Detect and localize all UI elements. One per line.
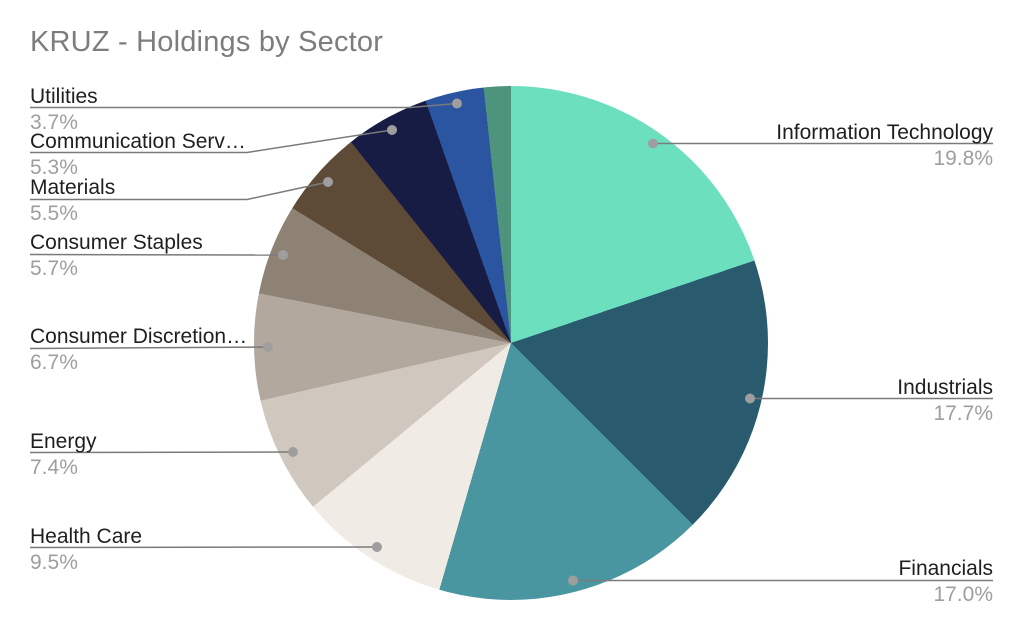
callout-label: Industrials [897, 376, 993, 399]
callout-label: Information Technology [776, 121, 993, 144]
callout-label: Financials [898, 557, 993, 580]
callout-label: Consumer Discretion… [30, 325, 248, 348]
callout-percent: 5.3% [30, 156, 78, 179]
callout-energy: Energy 7.4% [30, 430, 97, 479]
callout-label: Health Care [30, 525, 143, 548]
callout-percent: 5.5% [30, 202, 78, 225]
callout-percent: 7.4% [30, 456, 78, 479]
callout-percent: 17.7% [933, 402, 993, 425]
callout-consumer-staples: Consumer Staples 5.7% [30, 231, 203, 280]
callout-financials: Financials 17.0% [898, 557, 993, 606]
callout-percent: 5.7% [30, 257, 78, 280]
chart-title: KRUZ - Holdings by Sector [30, 26, 384, 58]
callout-utilities: Utilities 3.7% [30, 85, 98, 134]
callout-consumer-discretionary: Consumer Discretion… 6.7% [30, 325, 247, 374]
callout-communication-services: Communication Serv… 5.3% [30, 130, 246, 179]
callout-percent: 6.7% [30, 351, 78, 374]
callout-materials: Materials 5.5% [30, 176, 115, 225]
callout-label: Utilities [30, 85, 98, 108]
callout-industrials: Industrials 17.7% [897, 376, 993, 425]
callout-label: Energy [30, 430, 97, 453]
callout-label: Materials [30, 176, 116, 199]
callout-label: Consumer Staples [30, 231, 203, 254]
callout-information-technology: Information Technology 19.8% [776, 121, 993, 170]
callout-percent: 17.0% [933, 583, 993, 606]
pie-chart [254, 86, 768, 600]
callout-label: Communication Serv… [30, 130, 246, 153]
callout-health-care: Health Care 9.5% [30, 525, 142, 574]
callout-percent: 3.7% [30, 111, 78, 134]
callout-percent: 9.5% [30, 551, 78, 574]
callout-percent: 19.8% [933, 147, 993, 170]
